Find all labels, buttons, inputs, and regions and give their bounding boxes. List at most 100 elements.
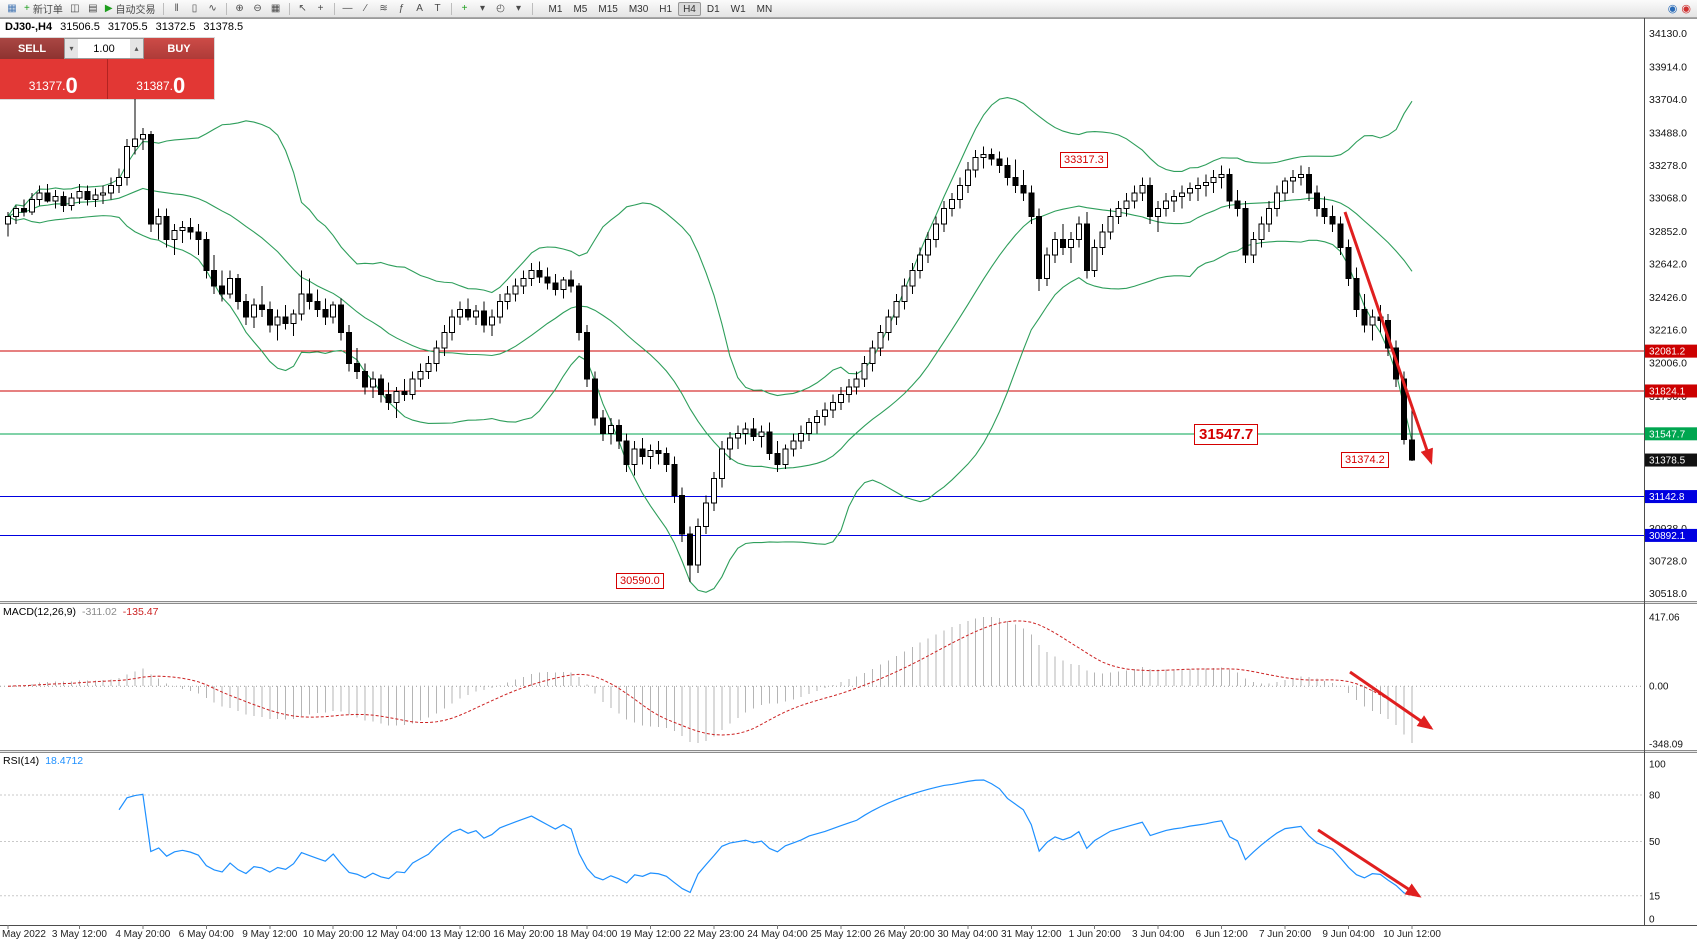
candle-body [195, 231, 202, 241]
trend-arrow[interactable] [1343, 211, 1433, 465]
chart-window-icon[interactable]: ◫ [67, 1, 83, 16]
app-icon[interactable]: ▦ [4, 1, 20, 16]
buy-button[interactable]: BUY [144, 38, 214, 59]
zoom-out-icon[interactable]: ⊖ [250, 1, 266, 16]
rsi-axis-label: 50 [1649, 837, 1661, 848]
candle-body [488, 316, 495, 326]
candle-body [1044, 254, 1051, 279]
price-marker [1645, 453, 1697, 467]
panel-separator[interactable] [0, 750, 1697, 753]
timeframe-button-m30[interactable]: M30 [628, 3, 649, 15]
candle-body [1004, 164, 1011, 179]
trend-arrow[interactable] [1349, 670, 1434, 730]
tile-windows-icon[interactable]: ▦ [268, 1, 284, 16]
candle-body [647, 450, 654, 458]
community-icon[interactable]: ◉ [1667, 3, 1678, 15]
candle-body [576, 285, 583, 334]
price-axis-label: 33704.0 [1649, 94, 1687, 106]
timeframe-button-m5[interactable]: M5 [573, 3, 588, 15]
timeframe-toolbar: M1 M5 M15 M30 H1 H4 D1 W1 MN [544, 1, 778, 16]
horizontal-line-icon[interactable]: — [340, 1, 356, 16]
candle-body [520, 277, 527, 287]
cursor-icon: ↖ [298, 2, 307, 14]
label-icon[interactable]: T [430, 1, 446, 16]
timeframe-button-h4[interactable]: H4 [678, 1, 701, 16]
candle-body [925, 239, 932, 256]
annotation-peak-high[interactable]: 33317.3 [1060, 152, 1108, 168]
profiles-icon[interactable]: ▤ [85, 1, 101, 16]
sell-price[interactable]: 31377. 0 [0, 59, 108, 99]
candle-body [750, 428, 757, 438]
buy-price[interactable]: 31387. 0 [108, 59, 215, 99]
candle-body [599, 417, 606, 434]
autotrading-button[interactable]: ▶ 自动交易 [103, 1, 158, 16]
volume-down-button[interactable]: ▾ [65, 39, 78, 58]
text-icon: A [416, 2, 423, 14]
annotation-swing-low[interactable]: 30590.0 [616, 573, 664, 589]
timeframe-button-w1[interactable]: W1 [730, 3, 746, 15]
candle-body [266, 308, 273, 326]
macd-axis-label: 417.06 [1649, 613, 1680, 624]
notifications-icon[interactable]: ◉ [1681, 3, 1691, 15]
trendline-icon[interactable]: ∕ [358, 1, 374, 16]
text-icon[interactable]: A [412, 1, 428, 16]
timeframe-button-m15[interactable]: M15 [598, 3, 618, 15]
candle-body [917, 254, 924, 272]
indicators-add-button[interactable]: + [457, 1, 473, 16]
candle-body [972, 157, 979, 171]
candle-chart-type-icon[interactable]: ▯ [187, 1, 203, 16]
volume-up-button[interactable]: ▴ [130, 39, 143, 58]
macd-name: MACD(12,26,9) [3, 606, 76, 618]
price-axis-label: 33914.0 [1649, 62, 1687, 74]
price-axis-label: 32006.0 [1649, 357, 1687, 369]
annotation-support-level[interactable]: 31547.7 [1194, 424, 1259, 445]
candle-body [433, 347, 440, 365]
fibonacci-icon[interactable]: ƒ [394, 1, 410, 16]
candle-body [718, 448, 725, 479]
price-axis-label: 33278.0 [1649, 160, 1687, 172]
timeframe-button-d1[interactable]: D1 [706, 3, 720, 15]
close-value: 31378.5 [203, 21, 244, 33]
crosshair-icon[interactable]: + [313, 1, 329, 16]
timeframe-button-h1[interactable]: H1 [659, 3, 673, 15]
time-axis-label: 19 May 12:00 [620, 929, 681, 940]
timeframe-button-mn[interactable]: MN [756, 3, 773, 15]
line-chart-type-icon[interactable]: ∿ [205, 1, 221, 16]
candle-body [1242, 208, 1249, 256]
new-order-button[interactable]: + 新订单 [22, 1, 65, 16]
volume-value[interactable]: 1.00 [93, 42, 115, 55]
indicators-dropdown-icon[interactable]: ▾ [475, 1, 491, 16]
annotation-breakdown-price[interactable]: 31374.2 [1341, 452, 1389, 468]
channel-icon[interactable]: ≋ [376, 1, 392, 16]
open-value: 31506.5 [60, 21, 100, 33]
time-axis-label: May 2022 [2, 929, 46, 940]
candle-body [837, 394, 844, 403]
candle-body [116, 177, 123, 186]
timeframe-button-m1[interactable]: M1 [548, 3, 563, 15]
panel-separator[interactable] [0, 601, 1697, 604]
candle-body [806, 422, 813, 434]
rsi-axis-label: 0 [1649, 915, 1655, 926]
period-dropdown-icon[interactable]: ▾ [511, 1, 527, 16]
candle-body [377, 378, 384, 396]
candle-body [1020, 184, 1027, 194]
trend-arrow[interactable] [1317, 828, 1422, 898]
volume-field[interactable]: ▾ 1.00 ▴ [64, 38, 144, 59]
candle-body [861, 363, 868, 380]
zoom-in-icon[interactable]: ⊕ [232, 1, 248, 16]
autotrading-icon: ▶ [104, 2, 113, 14]
period-icon[interactable]: ◴ [493, 1, 509, 16]
time-axis-label: 22 May 23:00 [684, 929, 745, 940]
candle-body [1234, 200, 1241, 210]
candle-body [409, 378, 416, 396]
toolbar-separator [225, 2, 227, 15]
cursor-icon[interactable]: ↖ [295, 1, 311, 16]
bar-chart-type-icon[interactable]: ‖ [169, 1, 185, 16]
candle-body [1369, 316, 1376, 326]
candle-body [1163, 200, 1170, 210]
price-axis-label: 34130.0 [1649, 28, 1687, 40]
indicators-add-icon: + [461, 2, 468, 14]
sell-button[interactable]: SELL [0, 38, 64, 59]
candle-body [290, 313, 297, 324]
